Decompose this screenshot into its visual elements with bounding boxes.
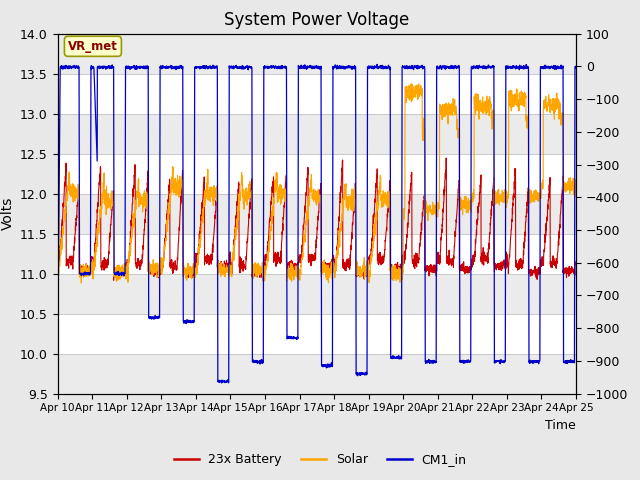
Legend: 23x Battery, Solar, CM1_in: 23x Battery, Solar, CM1_in: [168, 448, 472, 471]
Bar: [58, 193, 576, 234]
X-axis label: Time: Time: [545, 419, 576, 432]
Bar: [58, 34, 576, 73]
Bar: [58, 114, 576, 154]
Y-axis label: Volts: Volts: [1, 197, 15, 230]
Text: VR_met: VR_met: [68, 40, 118, 53]
Title: System Power Voltage: System Power Voltage: [224, 11, 410, 29]
Bar: [58, 354, 576, 394]
Bar: [58, 274, 576, 313]
